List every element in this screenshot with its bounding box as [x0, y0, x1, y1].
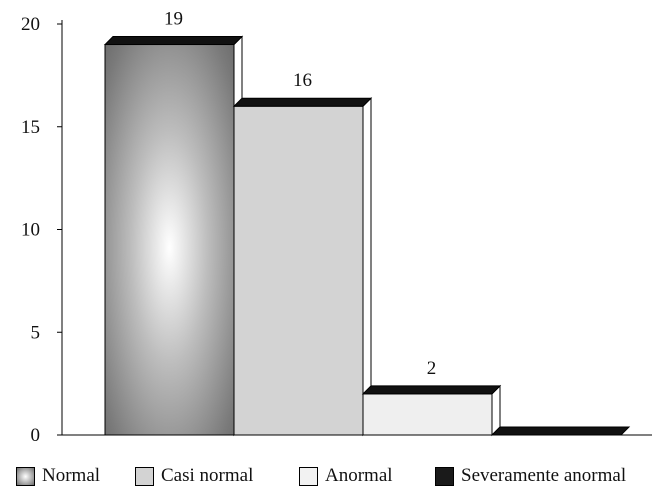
legend-label-anormal: Anormal — [325, 465, 393, 486]
legend-label-normal: Normal — [42, 465, 101, 486]
bars — [103, 35, 631, 437]
data-label: 19 — [164, 9, 183, 30]
data-label: 16 — [293, 70, 312, 91]
legend-label-severamente-anormal: Severamente anormal — [461, 465, 627, 486]
legend-item-severamente-anormal: Severamente anormal — [435, 464, 626, 488]
y-tick-label: 15 — [21, 117, 40, 138]
bar-front-face — [233, 105, 364, 436]
legend-swatch-severamente-anormal — [435, 466, 454, 486]
bar-casi-normal — [232, 96, 373, 437]
y-tick-label: 0 — [31, 425, 41, 446]
bar-top-face — [361, 385, 502, 395]
bar-normal — [103, 35, 244, 437]
bar-anormal — [361, 384, 502, 437]
bar-top-face — [490, 426, 631, 436]
bar-top-face — [232, 97, 373, 107]
legend-item-casi-normal: Casi normal — [135, 464, 253, 488]
bar-side-face — [362, 96, 372, 437]
bar-top-face — [103, 36, 244, 46]
bar-front-face — [362, 393, 493, 436]
legend-swatch-anormal — [299, 466, 318, 486]
y-tick-label: 20 — [21, 14, 40, 35]
legend-swatch-normal — [16, 466, 35, 486]
legend-item-anormal: Anormal — [299, 464, 393, 488]
bar-severamente-anormal — [490, 426, 631, 436]
bar-chart: 0 5 10 15 20 19 16 2 — [21, 9, 652, 446]
data-labels: 19 16 2 — [164, 9, 436, 379]
y-tick-label: 10 — [21, 220, 40, 241]
bar-front-face — [104, 44, 235, 436]
legend-item-normal: Normal — [16, 464, 100, 488]
data-label: 2 — [427, 358, 437, 379]
legend-label-casi-normal: Casi normal — [161, 465, 254, 486]
legend: Normal Casi normal Anormal Severamente a… — [0, 462, 667, 490]
legend-swatch-casi-normal — [135, 466, 154, 486]
y-tick-label: 5 — [31, 322, 41, 343]
